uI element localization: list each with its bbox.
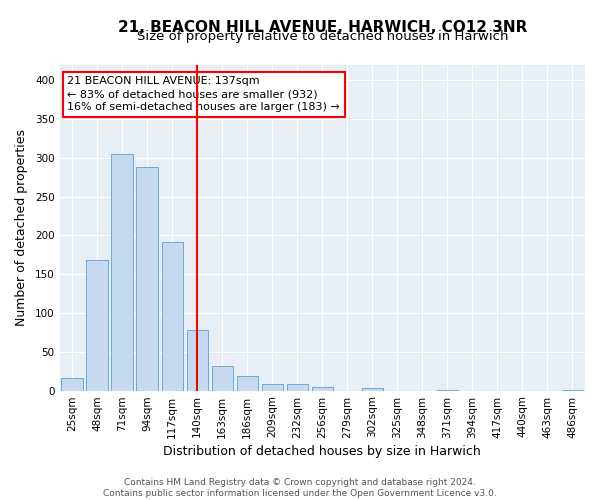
Bar	[86, 260, 108, 390]
Text: 21 BEACON HILL AVENUE: 137sqm
← 83% of detached houses are smaller (932)
16% of : 21 BEACON HILL AVENUE: 137sqm ← 83% of d…	[67, 76, 340, 112]
Y-axis label: Number of detached properties: Number of detached properties	[15, 129, 28, 326]
Bar	[311, 386, 333, 390]
Bar	[136, 167, 158, 390]
Bar	[287, 384, 308, 390]
Title: Size of property relative to detached houses in Harwich: Size of property relative to detached ho…	[137, 30, 508, 43]
Bar	[61, 378, 83, 390]
X-axis label: Distribution of detached houses by size in Harwich: Distribution of detached houses by size …	[163, 444, 481, 458]
Bar	[362, 388, 383, 390]
Text: 21, BEACON HILL AVENUE, HARWICH, CO12 3NR: 21, BEACON HILL AVENUE, HARWICH, CO12 3N…	[118, 20, 527, 36]
Bar	[212, 366, 233, 390]
Text: Contains HM Land Registry data © Crown copyright and database right 2024.
Contai: Contains HM Land Registry data © Crown c…	[103, 478, 497, 498]
Bar	[262, 384, 283, 390]
Bar	[187, 330, 208, 390]
Bar	[161, 242, 183, 390]
Bar	[236, 376, 258, 390]
Bar	[112, 154, 133, 390]
